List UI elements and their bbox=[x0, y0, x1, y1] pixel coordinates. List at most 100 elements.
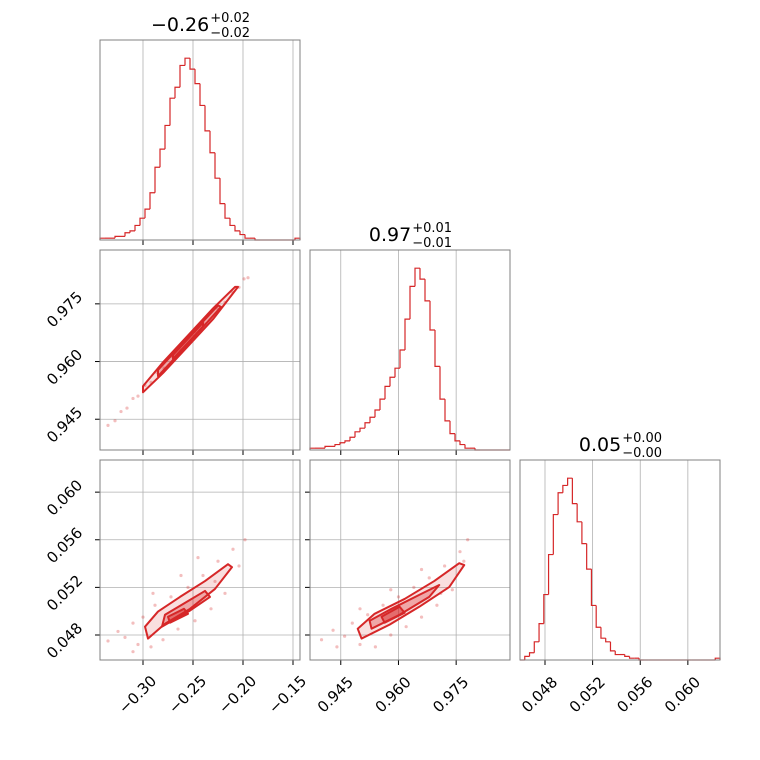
contour bbox=[172, 321, 204, 360]
histogram-step bbox=[204, 105, 210, 132]
histogram-step bbox=[614, 650, 620, 656]
panel-frame bbox=[309, 249, 511, 451]
sample-point bbox=[366, 613, 370, 617]
sample-point bbox=[176, 627, 180, 631]
title-upper: +0.01 bbox=[412, 221, 452, 236]
histogram-step bbox=[374, 409, 380, 418]
histogram-step bbox=[379, 398, 385, 410]
histogram-step bbox=[389, 376, 395, 387]
x-tick-label: 0.975 bbox=[429, 673, 472, 716]
histogram-step bbox=[149, 192, 155, 210]
title-upper: +0.02 bbox=[210, 11, 250, 26]
contour bbox=[167, 607, 189, 624]
histogram-step bbox=[194, 69, 200, 85]
histogram-step bbox=[129, 230, 135, 233]
histogram-step bbox=[364, 422, 370, 429]
sample-point bbox=[462, 559, 466, 563]
sample-point bbox=[213, 579, 217, 584]
sample-point bbox=[396, 595, 401, 599]
sample-point bbox=[435, 603, 439, 607]
sample-point bbox=[231, 547, 235, 551]
sample-point bbox=[237, 564, 241, 568]
sample-point bbox=[193, 619, 197, 623]
title-value: 0.97 bbox=[369, 224, 411, 246]
x-tick-label: 0.060 bbox=[661, 673, 704, 716]
histogram-step bbox=[624, 654, 630, 657]
histogram-step bbox=[219, 178, 225, 205]
histogram-step bbox=[124, 232, 130, 237]
histogram-step bbox=[394, 367, 400, 378]
sample-point bbox=[113, 419, 117, 423]
histogram-step bbox=[628, 656, 635, 659]
histogram-step bbox=[224, 203, 230, 219]
histogram-step bbox=[528, 652, 535, 657]
sample-point bbox=[125, 406, 129, 410]
histogram-step bbox=[144, 208, 150, 219]
sample-point bbox=[119, 409, 123, 414]
sample-point bbox=[381, 603, 385, 607]
histogram-step bbox=[524, 655, 530, 660]
y-tick-label: 0.060 bbox=[43, 476, 86, 519]
histogram-step bbox=[239, 230, 245, 236]
sample-point bbox=[350, 621, 354, 625]
histogram-step bbox=[581, 521, 587, 545]
y-tick-label: 0.945 bbox=[43, 403, 86, 446]
sample-point bbox=[358, 642, 362, 647]
x-tick-label: −0.25 bbox=[165, 672, 210, 717]
sample-point bbox=[216, 559, 220, 563]
sample-point bbox=[131, 650, 135, 654]
sample-point bbox=[116, 629, 120, 634]
histogram-step bbox=[234, 225, 240, 232]
panel-background bbox=[520, 460, 720, 660]
sample-point bbox=[136, 642, 140, 647]
histogram-step bbox=[214, 152, 220, 179]
histogram-step bbox=[414, 267, 420, 287]
sample-point bbox=[427, 576, 431, 580]
sample-point bbox=[242, 277, 246, 281]
sample-point bbox=[331, 628, 335, 632]
sample-point bbox=[412, 585, 416, 589]
histogram-step bbox=[552, 513, 559, 555]
histogram-step bbox=[538, 623, 544, 642]
histogram-step bbox=[339, 442, 345, 445]
histogram-step bbox=[399, 349, 405, 369]
histogram-step bbox=[576, 503, 582, 523]
histogram-step bbox=[533, 641, 540, 653]
histogram-step bbox=[562, 484, 568, 493]
histogram-step bbox=[439, 366, 445, 400]
histogram-step bbox=[429, 300, 435, 331]
histogram-step bbox=[179, 64, 185, 88]
sample-point bbox=[443, 564, 447, 568]
sample-point bbox=[335, 645, 339, 649]
contour bbox=[380, 605, 406, 624]
sample-point bbox=[343, 634, 347, 638]
x-tick-label: 0.960 bbox=[372, 673, 415, 716]
histogram-step bbox=[409, 285, 415, 320]
x-tick-label: 0.945 bbox=[314, 673, 357, 716]
panel-frame bbox=[309, 459, 511, 661]
sample-point bbox=[106, 639, 110, 643]
sample-point bbox=[123, 635, 127, 639]
histogram-step bbox=[434, 330, 440, 367]
x-tick-label: −0.20 bbox=[215, 672, 260, 717]
sample-point bbox=[153, 603, 157, 607]
sample-point bbox=[246, 276, 250, 280]
x-tick-label: 0.052 bbox=[566, 673, 609, 716]
title-lower: −0.00 bbox=[622, 446, 662, 461]
x-tick-label: 0.056 bbox=[613, 673, 656, 716]
histogram-step bbox=[459, 440, 465, 446]
x-tick-label: 0.048 bbox=[518, 673, 561, 716]
panel-background bbox=[100, 40, 300, 240]
sample-point bbox=[106, 423, 110, 427]
sample-point bbox=[201, 573, 205, 578]
histogram-step bbox=[586, 543, 592, 570]
sample-point bbox=[196, 556, 200, 560]
histogram-step bbox=[229, 218, 235, 227]
histogram-step bbox=[139, 217, 145, 226]
panel-frame bbox=[99, 39, 301, 241]
histogram-step bbox=[424, 279, 430, 302]
sample-point bbox=[319, 638, 324, 642]
histogram-step bbox=[159, 148, 165, 168]
sample-point bbox=[466, 538, 470, 542]
